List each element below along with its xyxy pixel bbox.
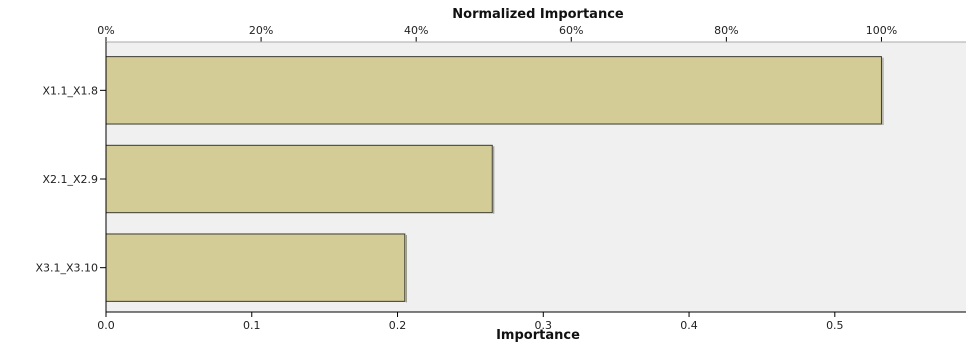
- bottom-tick-label: 0.3: [535, 319, 553, 332]
- bottom-axis-title: Importance: [496, 328, 580, 343]
- category-label: X2.1_X2.9: [42, 173, 98, 186]
- bottom-tick-label: 0.0: [97, 319, 115, 332]
- bottom-axis: 0.0 0.1 0.2 0.3 0.4 0.5: [97, 312, 844, 332]
- top-tick-label: 20%: [249, 24, 273, 37]
- top-tick-label: 100%: [866, 24, 897, 37]
- bottom-tick-label: 0.4: [680, 319, 698, 332]
- top-tick-label: 60%: [559, 24, 583, 37]
- category-label: X1.1_X1.8: [42, 84, 98, 97]
- bar-1: [105, 56, 882, 125]
- bottom-tick-label: 0.1: [243, 319, 261, 332]
- top-tick-label: 40%: [404, 24, 428, 37]
- category-label: X3.1_X3.10: [35, 262, 98, 275]
- top-tick-label: 80%: [714, 24, 738, 37]
- top-tick-label: 0%: [97, 24, 114, 37]
- bar-3: [105, 233, 406, 302]
- category-axis: X1.1_X1.8 X2.1_X2.9 X3.1_X3.10: [35, 84, 106, 275]
- top-axis-title: Normalized Importance: [452, 7, 624, 22]
- bottom-tick-label: 0.5: [826, 319, 844, 332]
- bars-group: [105, 56, 884, 303]
- bottom-tick-label: 0.2: [389, 319, 407, 332]
- bar-2: [105, 144, 493, 214]
- top-axis: 0% 20% 40% 60% 80% 100%: [97, 24, 966, 43]
